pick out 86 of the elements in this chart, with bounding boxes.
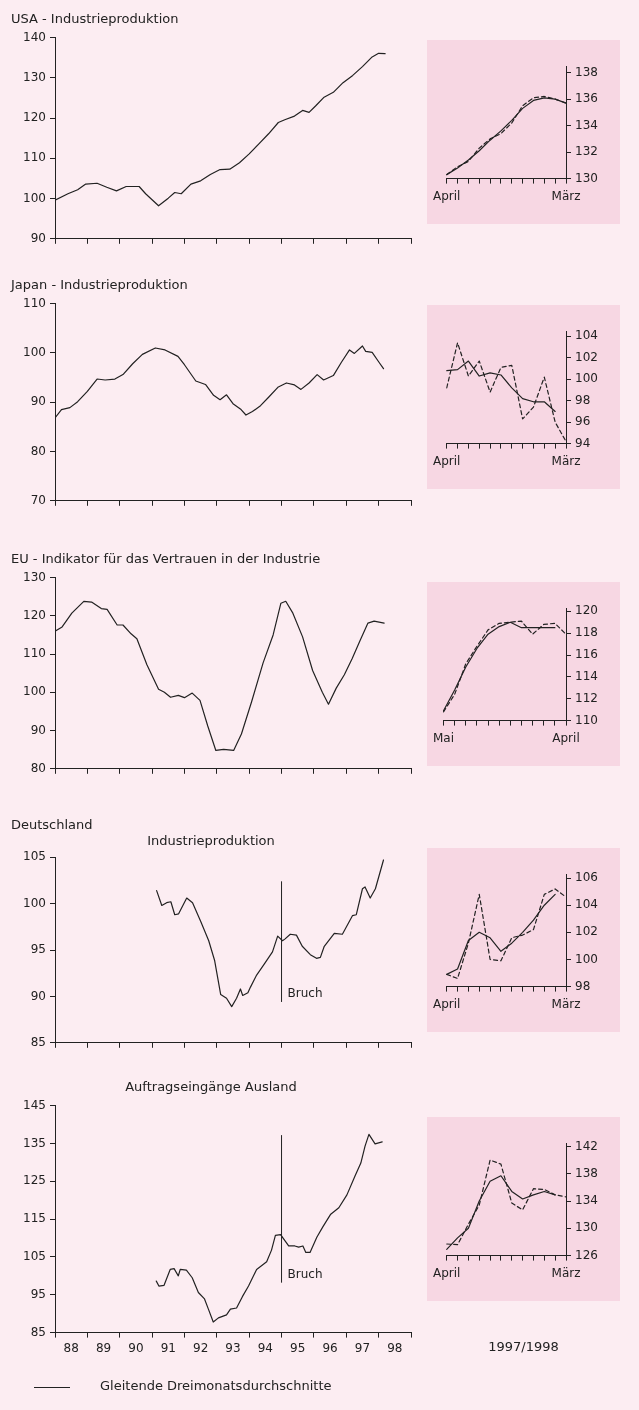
y2-tick-label: 104 <box>575 328 598 343</box>
y2-tick-label: 98 <box>575 392 591 407</box>
y-tick-label: 110 <box>23 150 46 165</box>
y2-tick-label: 120 <box>575 603 598 618</box>
y-tick-label: 80 <box>30 443 46 458</box>
x-tick-label: 94 <box>257 1340 273 1355</box>
x-tick-label: März <box>551 453 581 468</box>
y-tick-label: 120 <box>23 110 46 125</box>
y-tick-label: 120 <box>23 607 46 622</box>
x-tick-label: April <box>552 730 580 745</box>
y2-tick-label: 98 <box>575 978 591 993</box>
x-tick-label: April <box>433 996 461 1011</box>
x-tick-label: 90 <box>128 1340 144 1355</box>
y2-tick-label: 132 <box>575 144 598 159</box>
y2-tick-label: 100 <box>575 371 598 386</box>
y-tick-label: 90 <box>30 230 46 245</box>
y-tick-label: 100 <box>23 190 46 205</box>
y-tick-label: 110 <box>23 295 46 310</box>
x-tick-label: März <box>551 996 581 1011</box>
y-tick-label: 125 <box>23 1173 46 1188</box>
y-tick-label: 100 <box>23 345 46 360</box>
y-tick-label: 130 <box>23 569 46 584</box>
y-tick-label: 110 <box>23 646 46 661</box>
y-tick-label: 130 <box>23 69 46 84</box>
y-tick-label: 100 <box>23 684 46 699</box>
x-tick-label: April <box>433 453 461 468</box>
y2-tick-label: 134 <box>575 1193 598 1208</box>
text: Gleitende Dreimonatsdurchschnitte <box>100 1378 332 1393</box>
y2-tick-label: 116 <box>575 647 598 662</box>
y2-tick-label: 138 <box>575 1165 598 1180</box>
y2-tick-label: 94 <box>575 435 591 450</box>
x-tick-label: April <box>433 1265 461 1280</box>
y-tick-label: 95 <box>30 1286 46 1301</box>
chart-title: USA - Industrieproduktion <box>11 11 179 27</box>
x-tick-label: 96 <box>322 1340 338 1355</box>
x-tick-label: April <box>433 188 461 203</box>
x-tick-label: 91 <box>160 1340 176 1355</box>
y2-tick-label: 100 <box>575 951 598 966</box>
y2-tick-label: 130 <box>575 1220 598 1235</box>
y2-tick-label: 102 <box>575 924 598 939</box>
x-tick-label: 88 <box>63 1340 79 1355</box>
x-tick-label: 92 <box>193 1340 209 1355</box>
ref-line-label: Bruch <box>287 1266 323 1281</box>
line-series <box>446 1159 567 1246</box>
y-tick-label: 100 <box>23 895 46 910</box>
y-tick-label: 85 <box>30 1034 46 1049</box>
y-tick-label: 90 <box>30 394 46 409</box>
chart-title: Auftragseingänge Ausland <box>125 1079 297 1095</box>
x-tick-label: 89 <box>95 1340 112 1355</box>
y-tick-label: 95 <box>30 942 46 957</box>
y2-tick-label: 106 <box>575 870 598 885</box>
x-tick-label: 98 <box>387 1340 403 1355</box>
y2-tick-label: 138 <box>575 64 598 79</box>
chart-title: Japan - Industrieproduktion <box>10 277 188 293</box>
chart-title: EU - Indikator für das Vertrauen in der Industrie <box>11 551 321 567</box>
y2-tick-label: 102 <box>575 349 598 364</box>
ref-line-label: Bruch <box>287 986 323 1001</box>
chart-subtitle: Industrieproduktion <box>147 832 275 848</box>
y2-tick-label: 118 <box>575 625 598 640</box>
y2-tick-label: 126 <box>575 1247 598 1262</box>
y-tick-label: 145 <box>23 1097 46 1112</box>
x-tick-label: März <box>551 1265 581 1280</box>
y-tick-label: 135 <box>23 1135 46 1150</box>
x-tick-label: 93 <box>225 1340 241 1355</box>
y-tick-label: 140 <box>23 29 46 44</box>
y2-tick-label: 96 <box>575 414 591 429</box>
y2-tick-label: 142 <box>575 1138 598 1153</box>
y-tick-label: 115 <box>23 1211 46 1226</box>
x-tick-label: März <box>551 188 581 203</box>
y2-tick-label: 110 <box>575 712 598 727</box>
x-tick-label: 95 <box>290 1340 306 1355</box>
y-tick-label: 70 <box>30 492 46 507</box>
y2-tick-label: 114 <box>575 669 598 683</box>
y-tick-label: 105 <box>23 849 46 864</box>
x-axis-title: 1997/1998 <box>487 1339 560 1354</box>
chart-title: Deutschland <box>11 817 93 833</box>
y2-tick-label: 112 <box>575 690 598 705</box>
y2-tick-label: 136 <box>575 91 598 106</box>
y2-tick-label: 130 <box>575 170 598 185</box>
y-tick-label: 85 <box>30 1324 46 1339</box>
y-tick-label: 105 <box>23 1249 46 1264</box>
y-tick-label: 80 <box>30 760 46 775</box>
y2-tick-label: 134 <box>575 117 598 132</box>
x-tick-label: 97 <box>354 1340 371 1355</box>
y2-tick-label: 104 <box>575 897 598 912</box>
x-tick-label: Mai <box>433 730 455 745</box>
